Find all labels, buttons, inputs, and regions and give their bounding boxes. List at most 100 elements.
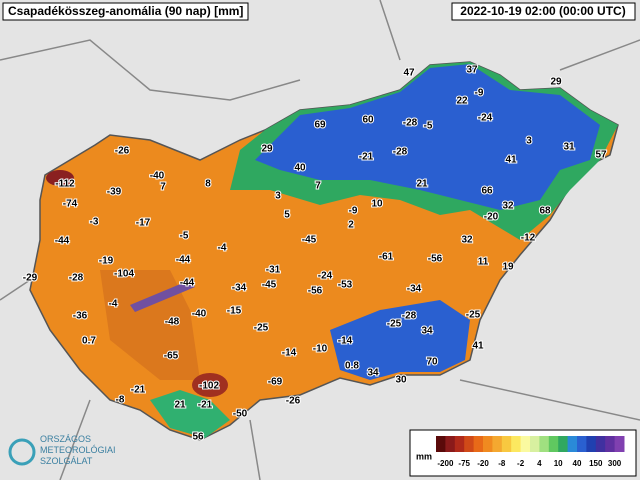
- station-value: 32: [502, 201, 514, 212]
- station-value: -3: [90, 217, 99, 228]
- station-value: -112: [55, 179, 75, 190]
- station-value: 32: [461, 235, 473, 246]
- legend-tick: 150: [589, 459, 603, 468]
- dry-region: [192, 373, 228, 397]
- legend-swatch: [577, 436, 587, 452]
- station-value: -21: [198, 400, 213, 411]
- legend-swatch: [539, 436, 550, 452]
- station-value: -65: [164, 351, 179, 362]
- wet-region: [150, 390, 230, 438]
- station-value: -25: [466, 310, 481, 321]
- wet-region: [330, 300, 470, 380]
- logo-icon: [8, 438, 36, 466]
- station-value: -25: [387, 319, 402, 330]
- station-value: -20: [484, 212, 499, 223]
- legend-swatch: [511, 436, 522, 452]
- station-value: -45: [262, 280, 277, 291]
- station-value: -56: [428, 254, 443, 265]
- station-value: 7: [315, 181, 321, 192]
- station-value: -61: [379, 252, 394, 263]
- station-value: -4: [109, 299, 118, 310]
- dry-region: [100, 270, 200, 380]
- station-value: 29: [261, 144, 273, 155]
- station-value: -24: [478, 113, 493, 124]
- legend-tick: 4: [537, 459, 542, 468]
- legend-swatch: [436, 436, 446, 452]
- legend-tick: -8: [498, 459, 506, 468]
- legend-tick: -20: [477, 459, 489, 468]
- legend-swatch: [586, 436, 597, 452]
- legend-swatch: [454, 436, 465, 452]
- station-value: 41: [472, 341, 484, 352]
- legend-swatch: [445, 436, 456, 452]
- station-value: -5: [180, 231, 189, 242]
- station-value: -21: [131, 385, 146, 396]
- station-value: 8: [205, 179, 211, 190]
- legend-swatch: [473, 436, 484, 452]
- station-value: -34: [407, 284, 422, 295]
- station-value: -31: [266, 265, 281, 276]
- station-value: 22: [456, 96, 468, 107]
- legend-tick: 300: [608, 459, 622, 468]
- station-value: -44: [180, 278, 195, 289]
- legend-swatch: [492, 436, 503, 452]
- legend: -200 -75 -20 -8 -2 4 10 40 150 300: [436, 436, 625, 468]
- station-value: -40: [150, 171, 165, 182]
- legend-swatch: [567, 436, 578, 452]
- station-value: -40: [192, 309, 207, 320]
- station-value: -21: [359, 152, 374, 163]
- legend-swatch: [464, 436, 475, 452]
- station-value: 57: [595, 150, 607, 161]
- station-value: -45: [302, 235, 317, 246]
- station-value: 7: [160, 182, 166, 193]
- station-value: 11: [478, 257, 489, 268]
- logo: ORSZÁGOS METEOROLÓGIAI SZOLGÁLAT: [8, 434, 116, 466]
- legend-swatch: [483, 436, 493, 452]
- legend-swatch: [605, 436, 616, 452]
- station-value: 34: [367, 368, 379, 379]
- station-value: -9: [475, 88, 484, 99]
- station-value: 0.7: [82, 336, 96, 347]
- station-value: -29: [23, 273, 38, 284]
- legend-swatch: [614, 436, 625, 452]
- station-value: 5: [284, 210, 290, 221]
- title: Csapadékösszeg-anomália (90 nap) [mm]: [8, 4, 243, 18]
- station-value: 2: [348, 220, 354, 231]
- legend-unit: mm: [416, 451, 432, 461]
- station-value: -26: [286, 396, 301, 407]
- station-value: -44: [176, 255, 191, 266]
- station-value: -5: [424, 121, 433, 132]
- station-value: -50: [233, 409, 248, 420]
- lake: [130, 280, 195, 312]
- station-value: 21: [174, 400, 186, 411]
- timestamp: 2022-10-19 02:00 (00:00 UTC): [460, 4, 625, 18]
- station-value: 19: [502, 262, 514, 273]
- station-value: -48: [165, 317, 180, 328]
- wet-region: [255, 64, 600, 210]
- station-value: -28: [402, 311, 417, 322]
- station-value: 31: [563, 142, 575, 153]
- station-value: -28: [403, 118, 418, 129]
- station-value: 21: [416, 179, 428, 190]
- station-value: -53: [338, 280, 353, 291]
- legend-tick: -75: [458, 459, 470, 468]
- station-value: -74: [63, 199, 78, 210]
- station-value: 60: [362, 115, 374, 126]
- station-value: -12: [521, 233, 536, 244]
- station-value: -4: [218, 243, 227, 254]
- logo-text: SZOLGÁLAT: [40, 456, 93, 466]
- station-value: -19: [99, 256, 114, 267]
- legend-tick: 10: [554, 459, 563, 468]
- station-value: -34: [232, 283, 247, 294]
- legend-tick: 40: [573, 459, 582, 468]
- station-value: -9: [349, 206, 358, 217]
- station-value: -26: [115, 146, 130, 157]
- station-value: -36: [73, 311, 88, 322]
- legend-swatch: [501, 436, 512, 452]
- station-value: -56: [308, 286, 323, 297]
- title-box: [2, 2, 249, 21]
- station-value: 29: [550, 77, 562, 88]
- station-value: -69: [268, 377, 283, 388]
